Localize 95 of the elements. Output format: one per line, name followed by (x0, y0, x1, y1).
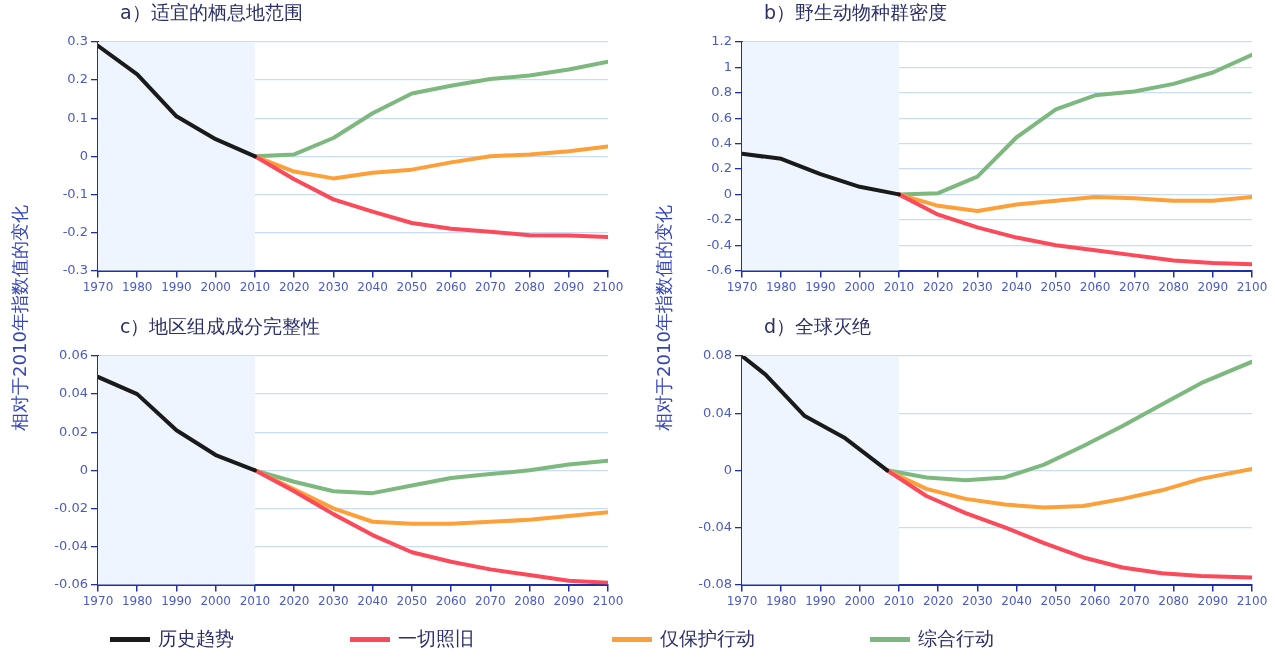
y-tick-label: 1.2 (711, 33, 732, 49)
y-tick-label: -0.02 (54, 499, 88, 515)
x-tick-label: 2000 (200, 593, 231, 608)
x-tick-label: 2020 (922, 279, 954, 294)
x-tick-label: 2020 (278, 279, 310, 294)
x-tick-label: 2040 (1001, 593, 1032, 608)
x-tick-label: 2060 (435, 279, 467, 294)
y-tick-label: 0.04 (703, 404, 732, 420)
y-tick-label: 0.3 (67, 33, 88, 49)
x-tick-label: 2060 (1079, 279, 1111, 294)
x-tick-label: 2080 (514, 593, 545, 608)
x-tick-label: 2080 (514, 279, 545, 294)
x-tick-label: 2010 (239, 593, 271, 608)
legend-label: 仅保护行动 (660, 626, 755, 651)
x-tick-label: 2020 (278, 593, 310, 608)
x-tick-label: 1990 (805, 593, 836, 608)
x-tick-label: 2050 (1040, 279, 1072, 294)
x-tick-label: 2030 (962, 279, 993, 294)
x-tick-label: 2010 (883, 593, 915, 608)
x-tick-label: 2070 (475, 279, 506, 294)
y-tick-label: -0.2 (706, 211, 732, 227)
y-tick-label: 0 (79, 461, 88, 477)
x-tick-label: 1990 (161, 279, 192, 294)
x-tick-label: 2030 (318, 593, 349, 608)
x-tick-label: 2050 (396, 593, 428, 608)
y-tick-label: 0.08 (703, 347, 732, 363)
y-tick-label: 0.2 (67, 71, 88, 87)
x-tick-label: 1970 (82, 279, 114, 294)
x-tick-label: 2030 (962, 593, 993, 608)
y-tick-label: -0.04 (54, 537, 88, 553)
y-tick-label: 0.04 (59, 385, 88, 401)
y-tick-label: -0.6 (706, 261, 732, 277)
x-tick-label: 2070 (1119, 279, 1150, 294)
x-tick-label: 2100 (1236, 593, 1268, 608)
x-tick-label: 1980 (765, 279, 797, 294)
x-tick-label: 1970 (82, 593, 114, 608)
y-tick-label: 0 (79, 147, 88, 163)
y-tick-label: 0 (723, 461, 732, 477)
x-tick-label: 2090 (553, 593, 585, 608)
legend-label: 历史趋势 (158, 626, 234, 651)
x-tick-label: 2070 (1119, 593, 1150, 608)
x-tick-label: 2080 (1158, 279, 1189, 294)
x-tick-label: 2000 (844, 279, 875, 294)
y-tick-label: 0.4 (711, 134, 732, 150)
y-tick-label: 0.02 (59, 423, 88, 439)
x-tick-label: 1980 (121, 279, 153, 294)
y-axis-title: 相对于2010年指数值的变化 (652, 205, 675, 431)
x-tick-label: 2000 (844, 593, 875, 608)
x-tick-label: 1970 (726, 279, 758, 294)
y-tick-label: -0.06 (54, 575, 88, 591)
x-tick-label: 2100 (592, 279, 624, 294)
x-tick-label: 2010 (883, 279, 915, 294)
y-tick-label: -0.1 (62, 185, 88, 201)
x-tick-label: 2060 (435, 593, 467, 608)
x-tick-label: 2050 (1040, 593, 1072, 608)
y-tick-label: 0 (723, 185, 732, 201)
x-tick-label: 2090 (553, 279, 585, 294)
x-tick-label: 2080 (1158, 593, 1189, 608)
y-tick-label: -0.3 (62, 261, 88, 277)
x-tick-label: 2070 (475, 593, 506, 608)
y-tick-label: 0.2 (711, 160, 732, 176)
legend-label: 综合行动 (918, 626, 994, 651)
y-tick-label: 0.6 (711, 109, 732, 125)
x-tick-label: 2050 (396, 279, 428, 294)
x-tick-label: 2000 (200, 279, 231, 294)
x-tick-label: 2040 (357, 279, 388, 294)
x-tick-label: 2090 (1197, 593, 1229, 608)
x-tick-label: 1990 (805, 279, 836, 294)
chart-title: c）地区组成成分完整性 (120, 314, 321, 339)
legend-label: 一切照旧 (398, 626, 474, 651)
x-tick-label: 2060 (1079, 593, 1111, 608)
chart-title: a）适宜的栖息地范围 (120, 0, 303, 25)
x-tick-label: 1980 (121, 593, 153, 608)
x-tick-label: 2100 (1236, 279, 1268, 294)
y-tick-label: 0.06 (59, 347, 88, 363)
x-tick-label: 2020 (922, 593, 954, 608)
x-tick-label: 1980 (765, 593, 797, 608)
y-tick-label: 0.1 (67, 109, 88, 125)
chart-title: b）野生动物种群密度 (764, 0, 948, 25)
y-tick-label: 0.8 (711, 84, 732, 100)
x-tick-label: 2010 (239, 279, 271, 294)
y-tick-label: 1 (723, 58, 732, 74)
x-tick-label: 1970 (726, 593, 758, 608)
chart-title: d）全球灭绝 (764, 314, 872, 339)
y-tick-label: -0.04 (698, 518, 732, 534)
x-tick-label: 1990 (161, 593, 192, 608)
x-tick-label: 2040 (1001, 279, 1032, 294)
y-tick-label: -0.4 (706, 236, 732, 252)
x-tick-label: 2100 (592, 593, 624, 608)
y-axis-title: 相对于2010年指数值的变化 (8, 205, 31, 431)
x-tick-label: 2090 (1197, 279, 1229, 294)
x-tick-label: 2040 (357, 593, 388, 608)
x-tick-label: 2030 (318, 279, 349, 294)
y-tick-label: -0.2 (62, 223, 88, 239)
y-tick-label: -0.08 (698, 575, 732, 591)
